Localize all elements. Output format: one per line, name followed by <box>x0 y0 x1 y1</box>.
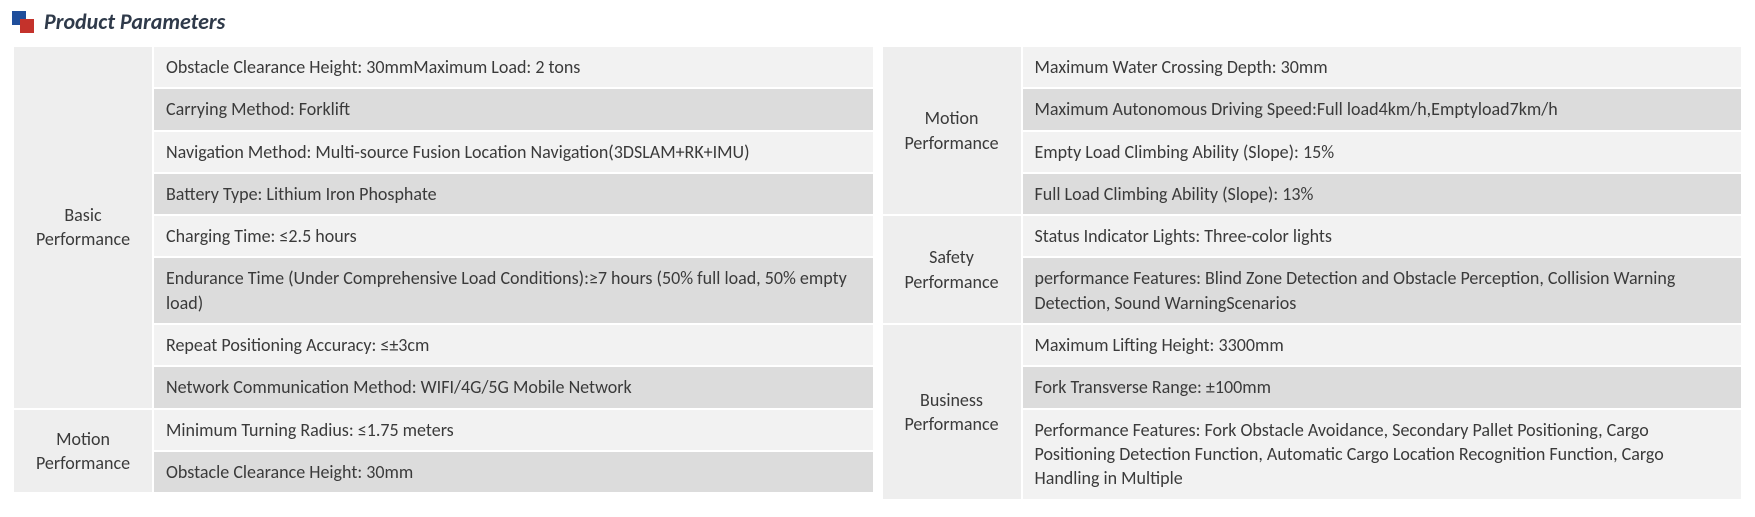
table-row: Business Performance Maximum Lifting Hei… <box>882 324 1743 366</box>
header-icon <box>12 11 34 33</box>
spec-table-left: Basic Performance Obstacle Clearance Hei… <box>12 45 875 494</box>
value-cell: Minimum Turning Radius: ≤1.75 meters <box>153 409 874 451</box>
table-row: Safety Performance Status Indicator Ligh… <box>882 215 1743 257</box>
table-row: Motion Performance Minimum Turning Radiu… <box>13 409 874 451</box>
value-cell: performance Features: Blind Zone Detecti… <box>1022 257 1743 324</box>
category-cell: Motion Performance <box>882 46 1022 215</box>
value-cell: Fork Transverse Range: ±100mm <box>1022 366 1743 408</box>
value-cell: Empty Load Climbing Ability (Slope): 15% <box>1022 131 1743 173</box>
category-cell: Safety Performance <box>882 215 1022 324</box>
value-cell: Network Communication Method: WIFI/4G/5G… <box>153 366 874 408</box>
value-cell: Obstacle Clearance Height: 30mmMaximum L… <box>153 46 874 88</box>
category-cell: Basic Performance <box>13 46 153 409</box>
value-cell: Carrying Method: Forklift <box>153 88 874 130</box>
table-row: Motion Performance Maximum Water Crossin… <box>882 46 1743 88</box>
tables-container: Basic Performance Obstacle Clearance Hei… <box>12 45 1743 501</box>
section-header: Product Parameters <box>12 8 1743 35</box>
category-cell: Business Performance <box>882 324 1022 499</box>
value-cell: Endurance Time (Under Comprehensive Load… <box>153 257 874 324</box>
value-cell: Full Load Climbing Ability (Slope): 13% <box>1022 173 1743 215</box>
value-cell: Obstacle Clearance Height: 30mm <box>153 451 874 493</box>
page-title: Product Parameters <box>44 8 225 35</box>
value-cell: Maximum Water Crossing Depth: 30mm <box>1022 46 1743 88</box>
value-cell: Charging Time: ≤2.5 hours <box>153 215 874 257</box>
value-cell: Maximum Lifting Height: 3300mm <box>1022 324 1743 366</box>
value-cell: Navigation Method: Multi-source Fusion L… <box>153 131 874 173</box>
value-cell: Repeat Positioning Accuracy: ≤±3cm <box>153 324 874 366</box>
category-cell: Motion Performance <box>13 409 153 494</box>
spec-table-right: Motion Performance Maximum Water Crossin… <box>881 45 1744 501</box>
value-cell: Battery Type: Lithium Iron Phosphate <box>153 173 874 215</box>
value-cell: Performance Features: Fork Obstacle Avoi… <box>1022 409 1743 500</box>
value-cell: Status Indicator Lights: Three-color lig… <box>1022 215 1743 257</box>
table-row: Basic Performance Obstacle Clearance Hei… <box>13 46 874 88</box>
value-cell: Maximum Autonomous Driving Speed:Full lo… <box>1022 88 1743 130</box>
